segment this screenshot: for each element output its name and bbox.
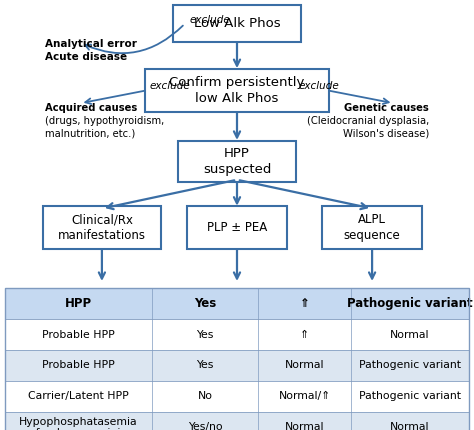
- Text: Pathogenic variant: Pathogenic variant: [359, 391, 461, 402]
- Text: No: No: [198, 391, 212, 402]
- FancyBboxPatch shape: [43, 206, 161, 249]
- Bar: [5, 288, 469, 319]
- Text: Wilson's disease): Wilson's disease): [343, 129, 429, 139]
- Text: Genetic causes: Genetic causes: [344, 103, 429, 113]
- Text: Normal: Normal: [390, 329, 430, 340]
- Text: Normal: Normal: [285, 360, 324, 371]
- Text: Normal: Normal: [390, 422, 430, 430]
- FancyBboxPatch shape: [173, 6, 301, 42]
- Text: PLP ± PEA: PLP ± PEA: [207, 221, 267, 234]
- Text: Clinical/Rx
manifestations: Clinical/Rx manifestations: [58, 213, 146, 243]
- Text: Acquired causes: Acquired causes: [45, 103, 137, 113]
- Bar: [5, 381, 469, 412]
- Text: Normal/⇑: Normal/⇑: [278, 391, 331, 402]
- FancyBboxPatch shape: [187, 206, 287, 249]
- Text: ALPL
sequence: ALPL sequence: [344, 213, 401, 243]
- Text: Confirm persistently
low Alk Phos: Confirm persistently low Alk Phos: [169, 76, 305, 105]
- Text: Low Alk Phos: Low Alk Phos: [194, 17, 280, 30]
- Text: ⇑: ⇑: [300, 297, 310, 310]
- Text: Probable HPP: Probable HPP: [42, 329, 115, 340]
- Text: HPP
suspected: HPP suspected: [203, 147, 271, 176]
- Text: Yes: Yes: [196, 329, 214, 340]
- Text: Probable HPP: Probable HPP: [42, 360, 115, 371]
- Text: exclude: exclude: [149, 81, 190, 91]
- Text: Normal: Normal: [285, 422, 324, 430]
- Text: Hypophosphatasemia
of unknown origin: Hypophosphatasemia of unknown origin: [19, 417, 137, 430]
- Text: Yes: Yes: [194, 297, 216, 310]
- Text: Pathogenic variant: Pathogenic variant: [347, 297, 473, 310]
- Text: exclude: exclude: [299, 81, 339, 91]
- Bar: [5, 319, 469, 350]
- Text: exclude: exclude: [190, 15, 230, 25]
- Text: (Cleidocranial dysplasia,: (Cleidocranial dysplasia,: [307, 116, 429, 126]
- Bar: [5, 350, 469, 381]
- Text: Yes: Yes: [196, 360, 214, 371]
- Text: Analytical error: Analytical error: [45, 39, 137, 49]
- Text: Yes/no: Yes/no: [188, 422, 222, 430]
- Text: HPP: HPP: [64, 297, 92, 310]
- Bar: [5, 412, 469, 430]
- Text: malnutrition, etc.): malnutrition, etc.): [45, 129, 135, 139]
- FancyBboxPatch shape: [145, 69, 329, 112]
- Text: ⇑: ⇑: [300, 329, 309, 340]
- FancyBboxPatch shape: [178, 141, 296, 181]
- Text: Pathogenic variant: Pathogenic variant: [359, 360, 461, 371]
- Text: (drugs, hypothyroidism,: (drugs, hypothyroidism,: [45, 116, 164, 126]
- Text: Acute disease: Acute disease: [45, 52, 127, 61]
- FancyBboxPatch shape: [322, 206, 422, 249]
- Bar: [5, 288, 469, 430]
- Text: Carrier/Latent HPP: Carrier/Latent HPP: [28, 391, 128, 402]
